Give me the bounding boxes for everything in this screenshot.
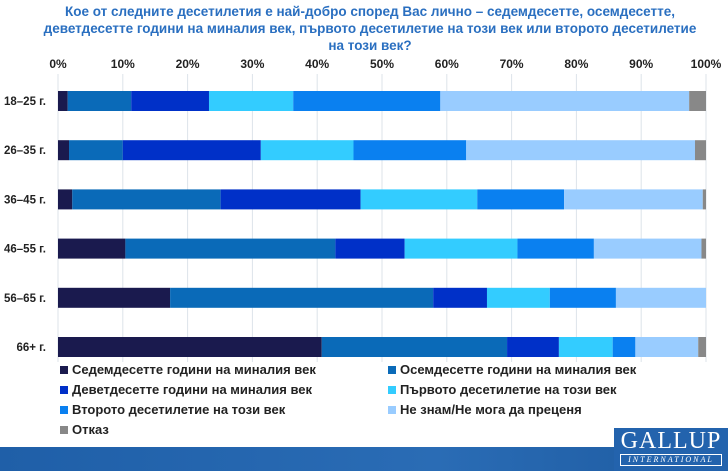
- bar-segment: [321, 337, 508, 357]
- x-tick-label: 20%: [176, 57, 200, 71]
- bar-segment: [58, 189, 73, 210]
- bar-segment: [433, 287, 487, 308]
- bar-segment: [260, 140, 354, 161]
- logo-line1: GALLUP: [620, 428, 722, 454]
- y-category-label: 56–65 г.: [4, 293, 46, 305]
- y-category-label: 66+ г.: [16, 342, 46, 354]
- legend-item: Отказ: [60, 422, 109, 437]
- legend-swatch: [60, 385, 68, 394]
- x-tick-label: 70%: [500, 57, 524, 71]
- bar-segment: [170, 287, 434, 308]
- bar-segment: [335, 238, 405, 259]
- bar-segment: [404, 238, 518, 259]
- y-category-label: 18–25 г.: [4, 96, 46, 108]
- legend-label: Деветдесетте години на миналия век: [72, 382, 312, 397]
- legend-swatch: [388, 385, 396, 394]
- bar-segment: [612, 337, 636, 357]
- legend-item: Осемдесетте години на миналия век: [388, 362, 636, 377]
- bar-segment: [517, 238, 594, 259]
- x-tick-label: 60%: [435, 57, 459, 71]
- x-tick-label: 80%: [564, 57, 588, 71]
- bar-segment: [353, 140, 467, 161]
- bar-segment: [549, 287, 616, 308]
- legend-label: Осемдесетте години на миналия век: [400, 362, 637, 377]
- legend-swatch: [60, 425, 68, 434]
- legend-item: Второто десетилетие на този век: [60, 402, 285, 417]
- bar-segment: [131, 91, 209, 111]
- y-category-label: 36–45 г.: [4, 194, 46, 206]
- legend-item: Не знам/Не мога да преценя: [388, 402, 582, 417]
- x-tick-label: 50%: [370, 57, 394, 71]
- y-category-label: 46–55 г.: [4, 244, 46, 256]
- legend-item: Деветдесетте години на миналия век: [60, 382, 312, 397]
- bar-segment: [208, 91, 294, 111]
- bar-segment: [689, 91, 706, 111]
- bar-segment: [694, 140, 706, 161]
- legend-label: Второто десетилетие на този век: [72, 402, 286, 417]
- chart-title: Кое от следните десетилетия е най-добро …: [43, 4, 697, 53]
- legend-label: Седемдесетте години на миналия век: [72, 362, 316, 377]
- bar-segment: [360, 189, 478, 210]
- bar-segment: [122, 140, 261, 161]
- logo-line2: INTERNATIONAL: [620, 454, 722, 466]
- legend-swatch: [60, 365, 68, 374]
- footer-band: [0, 447, 728, 471]
- x-tick-label: 10%: [111, 57, 135, 71]
- bar-segment: [58, 238, 126, 259]
- x-tick-label: 30%: [240, 57, 264, 71]
- bar-segment: [67, 91, 132, 111]
- bar-segment: [466, 140, 695, 161]
- legend-swatch: [388, 365, 396, 374]
- y-category-label: 26–35 г.: [4, 145, 46, 157]
- bar-segment: [293, 91, 441, 111]
- bar-segment: [72, 189, 221, 210]
- legend-swatch: [60, 405, 68, 414]
- bar-segment: [701, 238, 706, 259]
- x-tick-label: 90%: [629, 57, 653, 71]
- x-tick-label: 100%: [691, 57, 722, 71]
- legend-item: Първото десетилетие на този век: [388, 382, 617, 397]
- x-tick-label: 0%: [49, 57, 67, 71]
- bar-segment: [125, 238, 336, 259]
- legend-label: Отказ: [72, 422, 109, 437]
- x-tick-label: 40%: [305, 57, 329, 71]
- bar-segment: [58, 287, 171, 308]
- bar-segment: [635, 337, 699, 357]
- bar-segment: [564, 189, 703, 210]
- bar-segment: [58, 140, 70, 161]
- legend-item: Седемдесетте години на миналия век: [60, 362, 316, 377]
- bar-segment: [698, 337, 706, 357]
- bar-segment: [615, 287, 706, 308]
- bar-segment: [58, 91, 68, 111]
- bar-segment: [486, 287, 550, 308]
- bar-segment: [58, 337, 322, 357]
- bar-segment: [593, 238, 702, 259]
- legend-swatch: [388, 405, 396, 414]
- bar-segment: [702, 189, 706, 210]
- legend-label: Не знам/Не мога да преценя: [400, 402, 582, 417]
- bar-segment: [440, 91, 690, 111]
- bar-segment: [69, 140, 123, 161]
- bar-segment: [220, 189, 361, 210]
- bar-segment: [558, 337, 613, 357]
- gallup-logo: GALLUP INTERNATIONAL: [614, 428, 728, 471]
- bar-segment: [507, 337, 559, 357]
- legend-label: Първото десетилетие на този век: [400, 382, 617, 397]
- bar-segment: [477, 189, 565, 210]
